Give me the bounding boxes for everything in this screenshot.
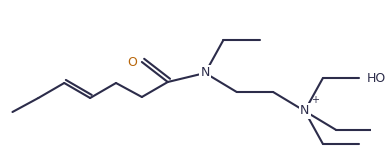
Text: +: + <box>312 95 319 105</box>
Text: O: O <box>127 56 137 69</box>
Text: HO: HO <box>367 72 386 85</box>
Text: N: N <box>200 66 210 79</box>
Text: N: N <box>300 104 309 117</box>
